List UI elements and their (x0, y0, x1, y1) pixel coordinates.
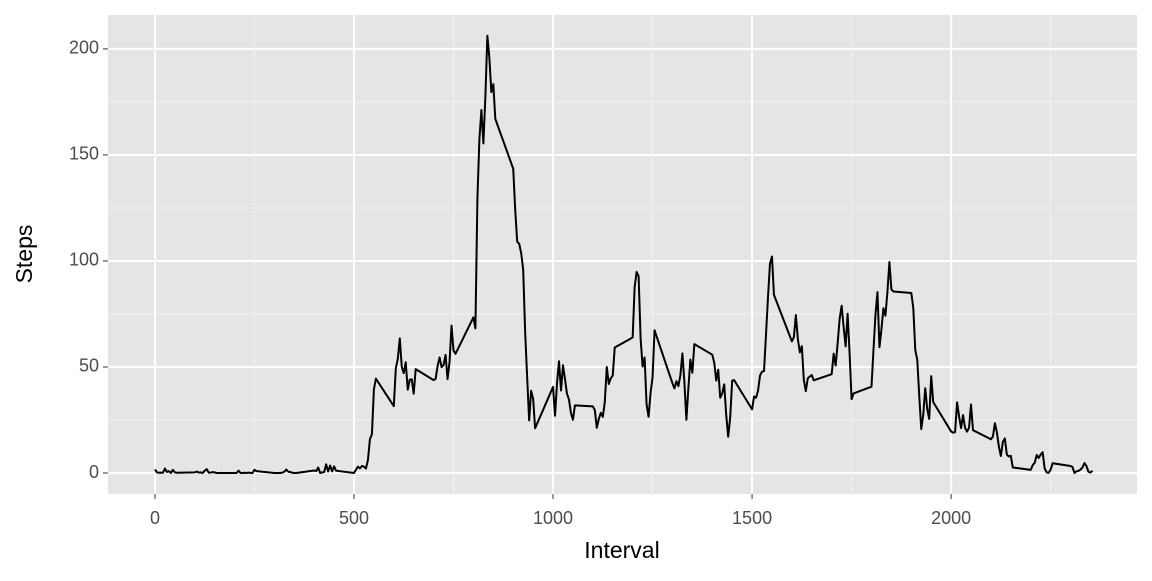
x-tick-label: 2000 (931, 508, 971, 528)
x-tick-label: 0 (150, 508, 160, 528)
data-line (154, 34, 1094, 475)
y-tick-label: 200 (69, 38, 99, 58)
marks (154, 34, 1094, 475)
x-tick-label: 500 (339, 508, 369, 528)
y-axis-title: Steps (11, 225, 37, 284)
x-axis-title: Interval (584, 537, 659, 563)
y-tick-label: 50 (79, 356, 99, 376)
x-tick-label: 1500 (732, 508, 772, 528)
grid (108, 15, 1137, 494)
y-tick-label: 150 (69, 144, 99, 164)
y-tick-label: 0 (89, 462, 99, 482)
plot-panel (108, 15, 1137, 494)
x-tick-label: 1000 (533, 508, 573, 528)
y-tick-label: 100 (69, 250, 99, 270)
